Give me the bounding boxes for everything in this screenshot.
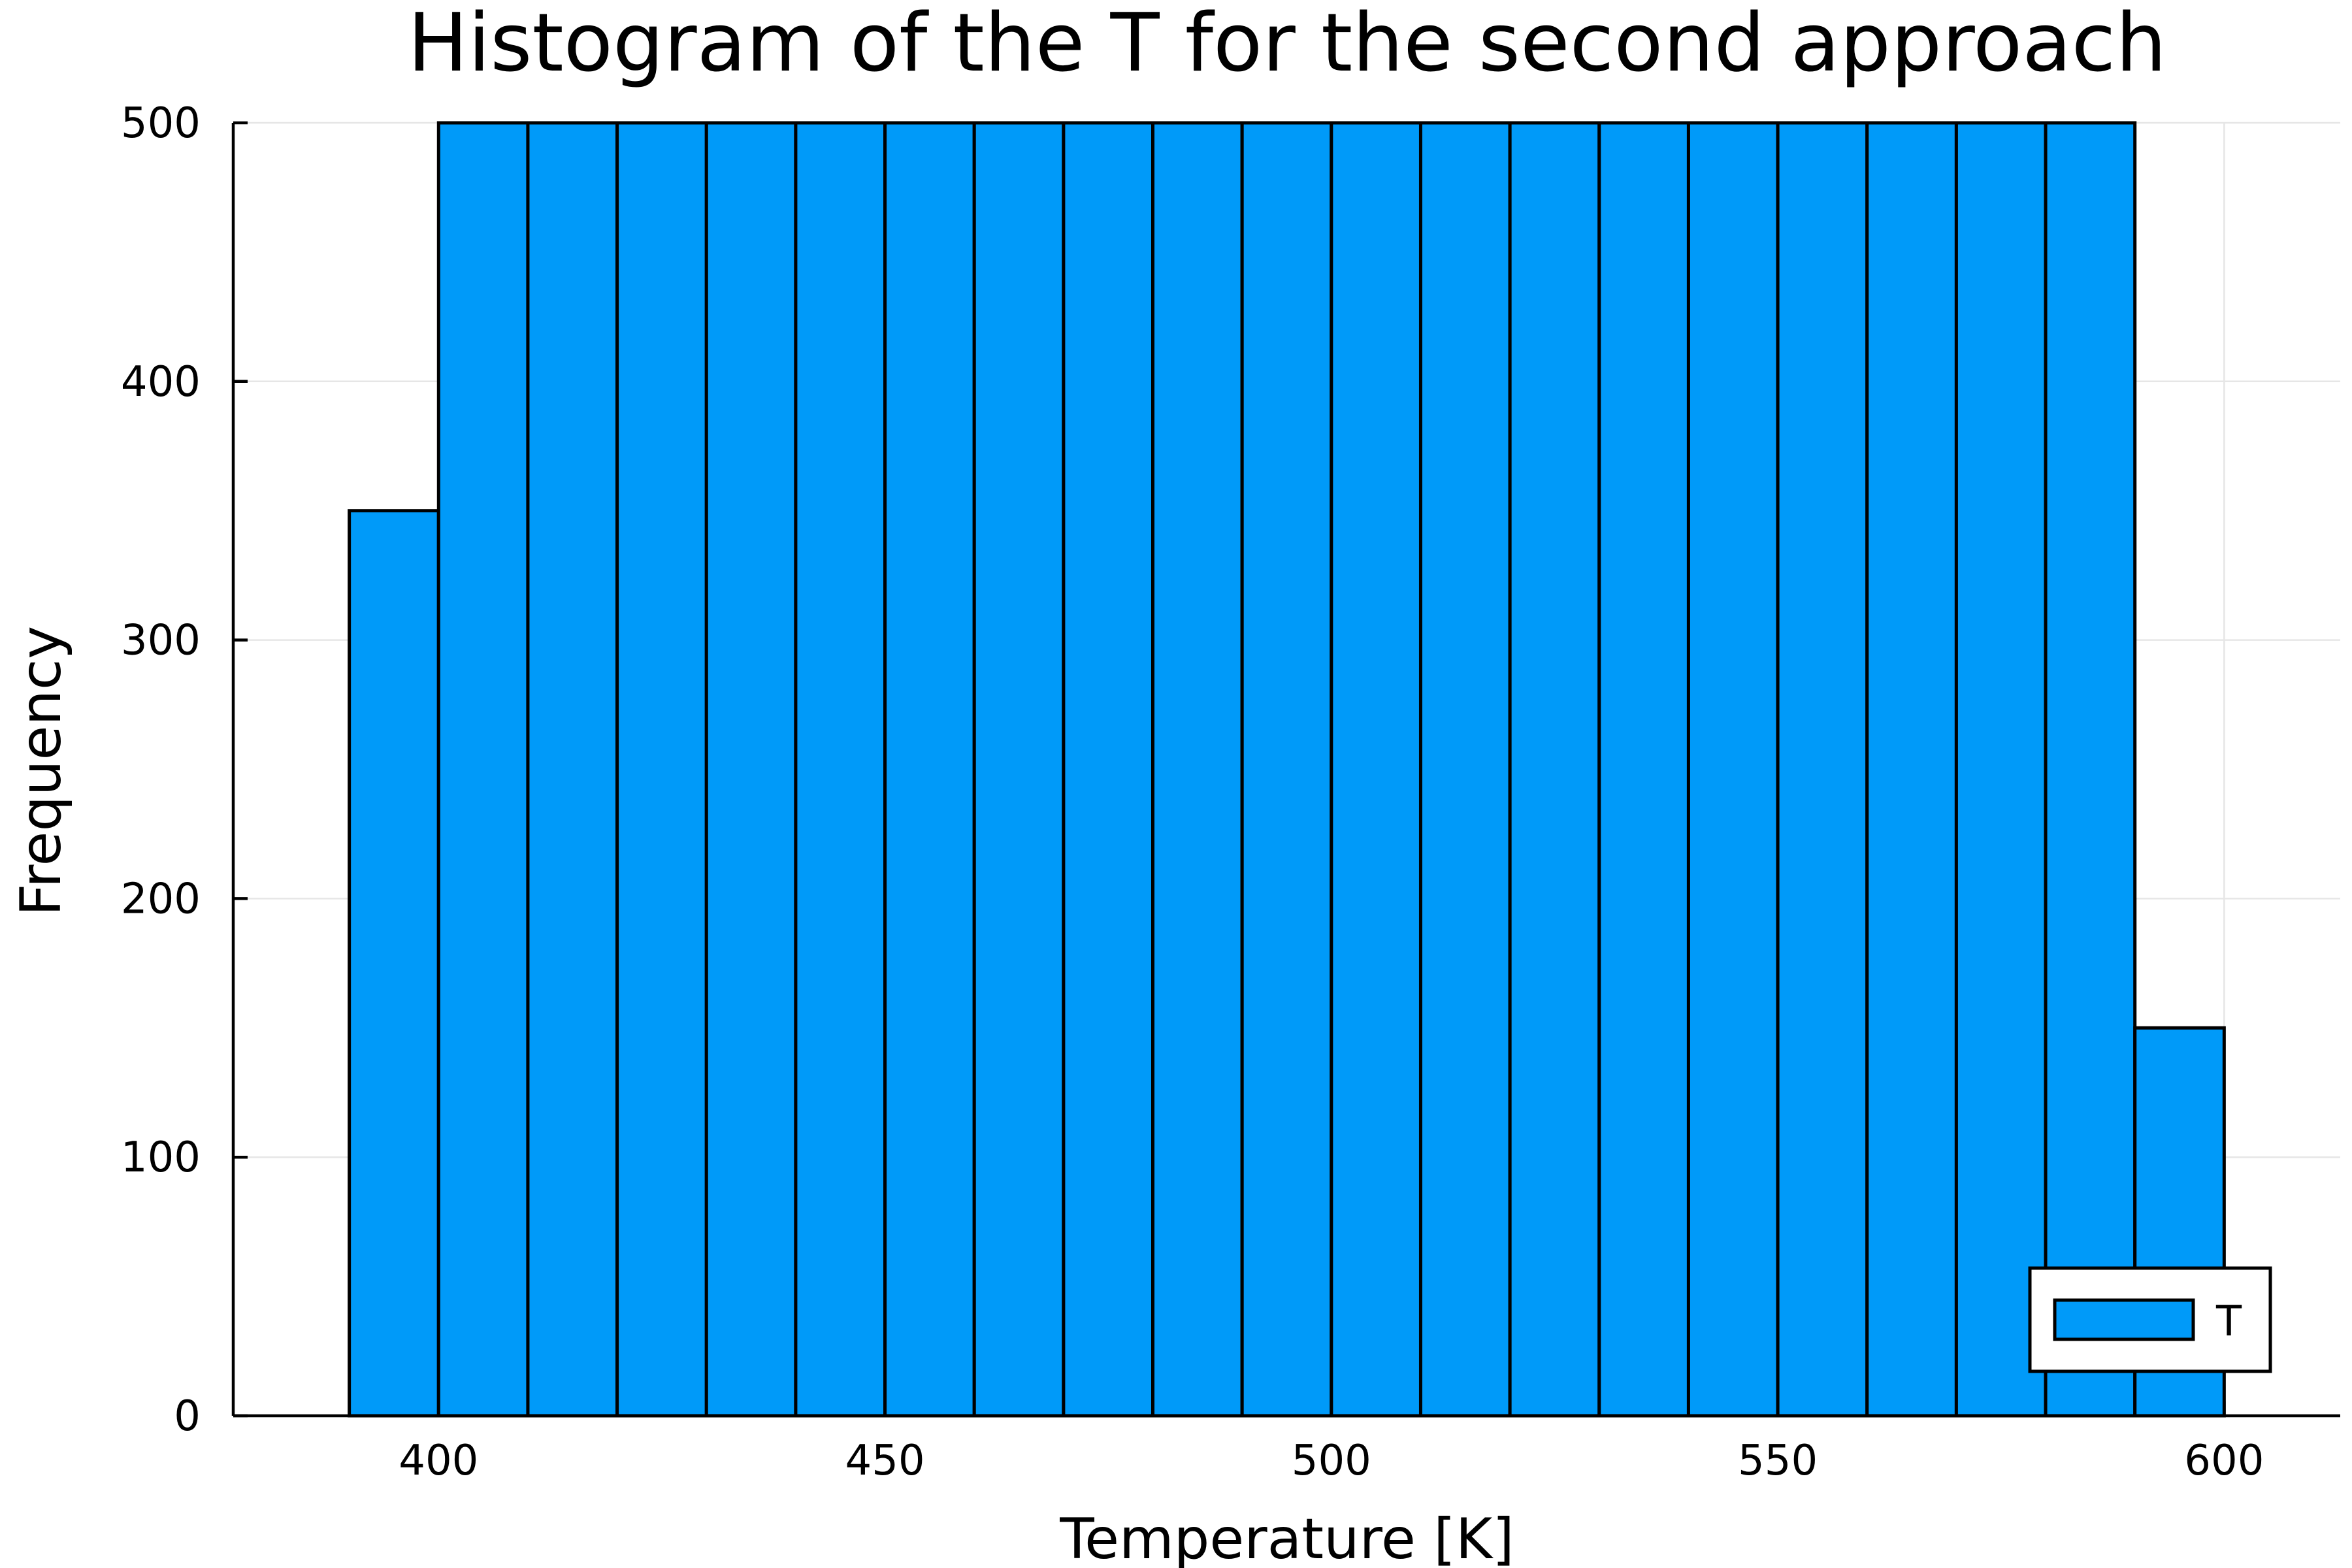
histogram-bar: [2044, 121, 2137, 1418]
y-tick-label: 100: [121, 1134, 201, 1182]
histogram-bar: [1686, 121, 1780, 1418]
histogram-bar: [1776, 121, 1869, 1418]
histogram-bar: [883, 121, 976, 1418]
histogram-bar: [1418, 121, 1512, 1418]
axes: [231, 121, 2340, 1418]
histogram-bar: [704, 121, 798, 1418]
histogram-bar: [348, 509, 440, 1418]
histogram-bar: [1597, 121, 1690, 1418]
x-tick-label: 550: [1738, 1437, 1818, 1485]
histogram-bar: [1954, 121, 2048, 1418]
y-tick-label: 500: [121, 99, 201, 148]
y-tick-label: 400: [121, 358, 201, 406]
x-tick-label: 450: [845, 1437, 924, 1485]
histogram-bar: [1240, 121, 1333, 1418]
histogram-bar: [1062, 121, 1155, 1418]
y-axis-label: Frequency: [8, 626, 74, 916]
legend: T: [2028, 1266, 2272, 1373]
y-tick-label: 300: [121, 617, 201, 665]
histogram-bar: [1330, 121, 1422, 1418]
tick-labels: 400 450 500 550 600 0 100 200 300 400 500: [121, 99, 2264, 1485]
bars: [348, 121, 2226, 1418]
histogram-bar: [1151, 121, 1244, 1418]
x-tick-label: 500: [1292, 1437, 1371, 1485]
histogram-bar: [972, 121, 1066, 1418]
y-tick-label: 200: [121, 875, 201, 923]
chart-title: Histogram of the T for the second approa…: [408, 0, 2167, 90]
histogram-bar: [436, 121, 530, 1418]
x-tick-label: 600: [2184, 1437, 2264, 1485]
legend-swatch: [2053, 1298, 2195, 1341]
histogram-bar: [615, 121, 708, 1418]
legend-label: T: [2215, 1298, 2242, 1346]
y-tick-label: 0: [174, 1392, 201, 1441]
histogram-bar: [794, 121, 887, 1418]
x-tick-label: 400: [399, 1437, 478, 1485]
histogram-bar: [526, 121, 619, 1418]
x-axis-label: Temperature [K]: [1059, 1507, 1514, 1568]
histogram-bar: [1508, 121, 1601, 1418]
histogram-bar: [1865, 121, 1958, 1418]
